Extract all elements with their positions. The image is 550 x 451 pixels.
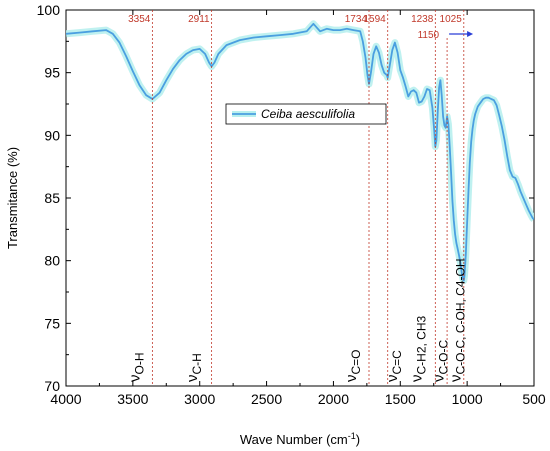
peak-marker-label: 1150 <box>418 30 440 41</box>
peak-marker-label: 1025 <box>440 14 463 25</box>
legend-box <box>225 103 387 125</box>
y-axis-title: Transmitance (%) <box>5 147 20 249</box>
vibration-label: νC=O <box>343 349 363 382</box>
peak-marker-label: 1238 <box>411 14 434 25</box>
x-tick-label: 3000 <box>184 391 215 407</box>
legend-label: Ceiba aesculifolia <box>261 107 355 121</box>
plot-area: 4000 3500 3000 2500 2000 1500 1000 500 70 75 80 85 9… <box>5 2 546 447</box>
vibration-label: νC-O-C <box>431 340 451 382</box>
y-tick-label: 85 <box>44 190 60 206</box>
spectrum-line <box>66 22 534 282</box>
peak-marker-label: 1594 <box>363 14 386 25</box>
y-tick-label: 100 <box>37 2 61 18</box>
vibration-label: νO-H <box>127 353 147 383</box>
vibration-label: νC-O-C, C-OH, C4-OH <box>447 259 467 383</box>
y-tick-label: 90 <box>44 127 60 143</box>
y-tick-label: 75 <box>44 315 60 331</box>
y-tick-label: 80 <box>44 253 60 269</box>
x-tick-label: 500 <box>522 391 546 407</box>
y-tick-label: 95 <box>44 65 60 81</box>
x-axis-title: Wave Number (cm-1) <box>240 431 360 447</box>
arrow-head-icon <box>467 31 474 37</box>
y-tick-label: 70 <box>44 378 60 394</box>
peak-marker-label: 2911 <box>188 14 210 25</box>
vibration-label: νC-H2, CH3 <box>409 315 429 382</box>
x-tick-label: 2500 <box>251 391 282 407</box>
x-tick-label: 2000 <box>318 391 349 407</box>
vibration-label: νC-H <box>184 353 204 382</box>
x-tick-label: 1000 <box>452 391 483 407</box>
vibration-label: νC=C <box>384 350 404 382</box>
x-tick-label: 1500 <box>385 391 416 407</box>
peak-marker-label: 1734 <box>345 14 368 25</box>
x-tick-label: 4000 <box>50 391 81 407</box>
peak-marker-label: 3354 <box>128 14 151 25</box>
x-tick-label: 3500 <box>117 391 148 407</box>
